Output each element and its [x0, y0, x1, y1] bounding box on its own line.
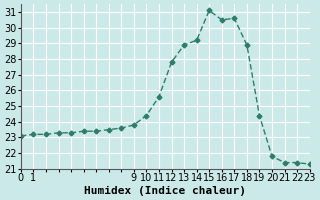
X-axis label: Humidex (Indice chaleur): Humidex (Indice chaleur) [84, 186, 246, 196]
